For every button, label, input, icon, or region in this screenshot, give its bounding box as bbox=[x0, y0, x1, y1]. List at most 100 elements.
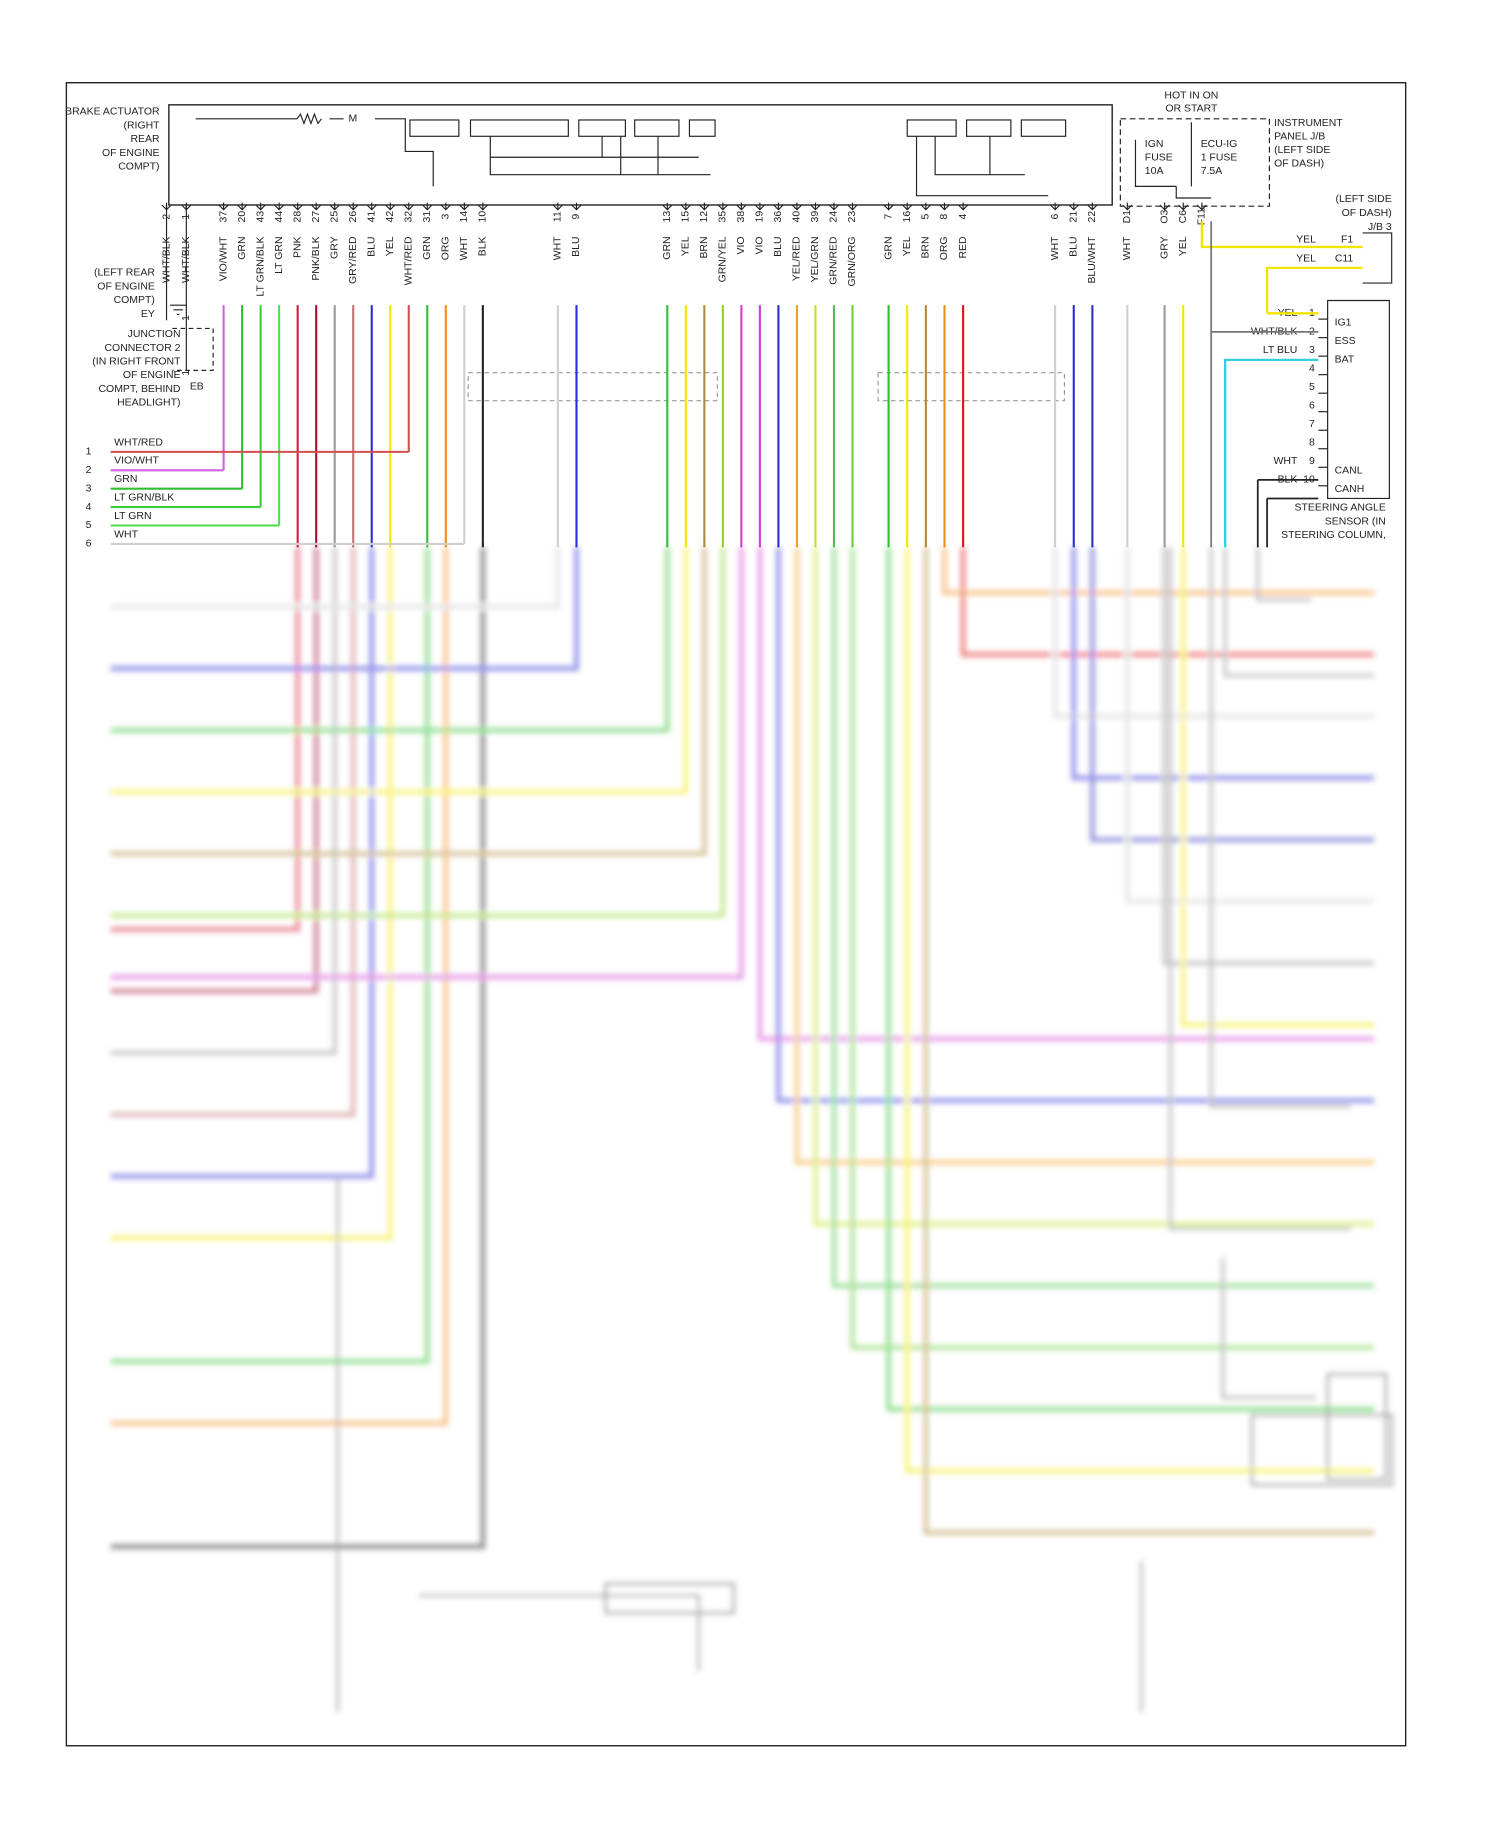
wire bbox=[886, 547, 1375, 1412]
wire bbox=[942, 547, 1375, 596]
pin-number: 40 bbox=[792, 211, 803, 223]
wire bbox=[110, 547, 579, 671]
pin-number: 31 bbox=[422, 211, 433, 223]
shield bbox=[467, 372, 1066, 402]
wire-label: GRN bbox=[883, 236, 894, 259]
wire-label: BLU bbox=[571, 236, 582, 256]
motor-label: M bbox=[349, 114, 358, 125]
wire-label: GRN bbox=[662, 236, 673, 259]
terminal bbox=[902, 202, 913, 211]
terminal bbox=[1178, 202, 1189, 211]
pin-number: 37 bbox=[218, 211, 229, 223]
wire-label: YEL/GRN bbox=[810, 236, 821, 282]
terminal bbox=[1159, 202, 1170, 211]
pin-number: F1 bbox=[1341, 235, 1353, 246]
pin-number: C11 bbox=[1335, 253, 1354, 264]
pin-number: 43 bbox=[255, 211, 266, 223]
relay bbox=[688, 119, 716, 137]
wire-label: WHT bbox=[459, 236, 470, 260]
terminal bbox=[311, 202, 322, 211]
pin-number: 25 bbox=[329, 211, 340, 223]
blurred-region bbox=[110, 547, 1393, 1712]
pin-number: 7 bbox=[1309, 419, 1315, 430]
feed bbox=[1134, 122, 1212, 199]
wire-label: GRN bbox=[114, 474, 137, 485]
component-label: (LEFT REAR bbox=[94, 267, 155, 278]
pin-number: 6 bbox=[1050, 214, 1061, 220]
wire bbox=[110, 547, 449, 1426]
component-label: JUNCTION bbox=[128, 329, 181, 340]
wire-label: WHT bbox=[553, 236, 564, 260]
pin-number: 7 bbox=[883, 214, 894, 220]
terminal bbox=[1196, 202, 1207, 211]
wire-label: GRN/RED bbox=[829, 236, 840, 285]
wire bbox=[1090, 547, 1375, 843]
component-label: CONNECTOR 2 bbox=[104, 343, 180, 354]
pin-number: 32 bbox=[404, 211, 415, 223]
component-label: (LEFT SIDE bbox=[1274, 145, 1330, 156]
actuator-internals bbox=[170, 112, 1393, 500]
wire bbox=[110, 547, 561, 610]
component-label: OF DASH) bbox=[1274, 158, 1324, 169]
wire-label: YEL bbox=[1296, 235, 1316, 246]
component-label: HEADLIGHT) bbox=[117, 398, 180, 409]
terminal bbox=[403, 202, 414, 211]
pin-number: F11 bbox=[1197, 208, 1208, 225]
component-label: REAR bbox=[130, 134, 160, 145]
component-label: OF ENGINE bbox=[97, 281, 155, 292]
wire-label: YEL bbox=[385, 236, 396, 256]
pin-number: 28 bbox=[292, 211, 303, 223]
terminal bbox=[662, 202, 673, 211]
wire-label: ORG bbox=[441, 236, 452, 260]
wire-label: ORG bbox=[939, 236, 950, 260]
pin-number: C6 bbox=[1178, 210, 1189, 224]
wire-label: YEL/RED bbox=[792, 236, 803, 281]
pin-number: 24 bbox=[829, 211, 840, 223]
wire bbox=[110, 547, 707, 857]
terminal bbox=[1122, 202, 1133, 211]
ground bbox=[170, 304, 187, 316]
wire-label: BRN bbox=[921, 236, 932, 258]
relay bbox=[409, 119, 460, 137]
component bbox=[1250, 1413, 1393, 1487]
pin-number: 3 bbox=[1309, 345, 1315, 356]
terminal bbox=[255, 202, 266, 211]
pin-number: 14 bbox=[459, 211, 470, 223]
component-label: OF ENGINE bbox=[102, 148, 160, 159]
component-label: PANEL J/B bbox=[1274, 132, 1325, 143]
wire bbox=[1052, 547, 1375, 719]
terminal bbox=[1050, 202, 1061, 211]
wire bbox=[110, 547, 338, 1056]
wire-label: LT GRN/BLK bbox=[114, 493, 174, 504]
terminal bbox=[440, 202, 451, 211]
terminal bbox=[571, 202, 582, 211]
wire bbox=[813, 547, 1375, 1227]
wire-label: GRY bbox=[329, 236, 340, 259]
wire-label: WHT bbox=[1050, 236, 1061, 260]
terminal bbox=[939, 202, 950, 211]
component-label: COMPT) bbox=[114, 295, 155, 306]
fuse-label: 10A bbox=[1145, 166, 1164, 177]
wire-label: YEL bbox=[1296, 253, 1316, 264]
component-label: BRAKE ACTUATOR bbox=[65, 107, 160, 118]
pin-number: 11 bbox=[553, 211, 564, 222]
pin-number: 23 bbox=[847, 211, 858, 223]
pin-number: 38 bbox=[736, 211, 747, 223]
wire bbox=[110, 547, 375, 1179]
component bbox=[604, 1582, 735, 1615]
pin-number: 1 bbox=[86, 447, 92, 458]
fuse-label: ECU-IG bbox=[1201, 139, 1238, 150]
wire bbox=[110, 547, 356, 1117]
terminal bbox=[883, 202, 894, 211]
wire bbox=[776, 547, 1375, 1103]
pin-number: 6 bbox=[86, 539, 92, 550]
pin-number: 20 bbox=[237, 211, 248, 223]
terminal bbox=[680, 202, 691, 211]
wire bbox=[1265, 266, 1363, 314]
wire-label: GRY bbox=[1159, 236, 1170, 259]
wire-label: WHT bbox=[114, 529, 138, 540]
wire-label: GRY/RED bbox=[348, 236, 359, 284]
wire-label: LT GRN/BLK bbox=[255, 236, 266, 296]
wire-label: LT GRN bbox=[274, 236, 285, 273]
